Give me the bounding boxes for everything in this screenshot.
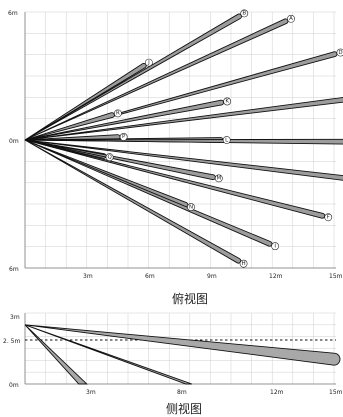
top-y-tick-bottom: 6m	[9, 266, 19, 273]
side-x-tick-15m: 15m	[329, 389, 343, 396]
zone-label-a: A	[287, 14, 295, 23]
svg-text:F: F	[327, 215, 330, 221]
top-view-beams: BJADRKCPLEGQMFNIH	[24, 9, 343, 268]
side-x-tick-12m: 12m	[270, 389, 284, 396]
side-view-chart: 3m 2. 5m 0m 3m 8m 12m 15m	[3, 312, 343, 396]
svg-text:B: B	[242, 11, 246, 17]
zone-label-i: I	[271, 242, 280, 251]
zone-label-l: L	[222, 136, 231, 144]
side-beam-near	[24, 324, 88, 385]
svg-text:M: M	[216, 176, 221, 182]
svg-text:D: D	[338, 50, 342, 56]
top-x-tick-6m: 6m	[145, 273, 155, 280]
svg-text:N: N	[189, 204, 193, 210]
zone-label-d: D	[336, 48, 343, 57]
side-beam-mid	[24, 324, 193, 385]
zone-label-f: F	[324, 213, 333, 222]
zone-label-b: B	[240, 9, 249, 18]
top-x-tick-15m: 15m	[329, 273, 343, 280]
side-x-tick-8m: 8m	[177, 389, 187, 396]
side-view-beams	[24, 324, 341, 385]
svg-text:I: I	[274, 243, 276, 249]
zone-beam-e	[24, 138, 343, 145]
side-view-grid	[25, 312, 336, 385]
zone-beam-f	[24, 139, 326, 219]
top-y-tick-zero: 0m	[9, 138, 19, 145]
svg-text:L: L	[225, 137, 229, 143]
svg-text:Q: Q	[107, 155, 112, 161]
top-x-tick-12m: 12m	[269, 273, 283, 280]
side-y-tick-3m: 3m	[10, 314, 20, 321]
zone-label-n: N	[187, 203, 195, 211]
svg-text:R: R	[116, 111, 120, 117]
zone-beam-h	[24, 139, 242, 264]
svg-text:K: K	[225, 99, 229, 105]
side-view-caption: 侧视图	[165, 402, 202, 416]
zone-label-m: M	[214, 174, 223, 183]
top-view-caption: 俯视图	[171, 292, 208, 306]
top-view-chart: 6m 0m 6m 3m 6m 9m 12m 15m BJADRKCPLEGQMF…	[8, 9, 343, 280]
side-y-tick-2-5m: 2. 5m	[3, 338, 20, 345]
svg-text:J: J	[147, 60, 150, 66]
svg-text:A: A	[289, 16, 293, 22]
zone-label-h: H	[239, 259, 248, 268]
side-y-tick-0m: 0m	[9, 382, 19, 389]
zone-beam-g	[24, 139, 343, 181]
zone-label-r: R	[114, 109, 122, 118]
svg-text:H: H	[242, 261, 246, 267]
side-beam-far	[24, 324, 341, 366]
zone-label-q: Q	[105, 153, 114, 162]
zone-label-j: J	[144, 58, 153, 67]
zone-beam-c	[24, 96, 343, 141]
svg-text:P: P	[122, 134, 126, 140]
top-x-tick-3m: 3m	[83, 273, 93, 280]
zone-label-p: P	[119, 132, 128, 141]
zone-label-k: K	[223, 97, 232, 106]
side-x-tick-3m: 3m	[86, 389, 96, 396]
top-x-tick-9m: 9m	[207, 273, 217, 280]
top-y-tick-top: 6m	[8, 10, 18, 17]
